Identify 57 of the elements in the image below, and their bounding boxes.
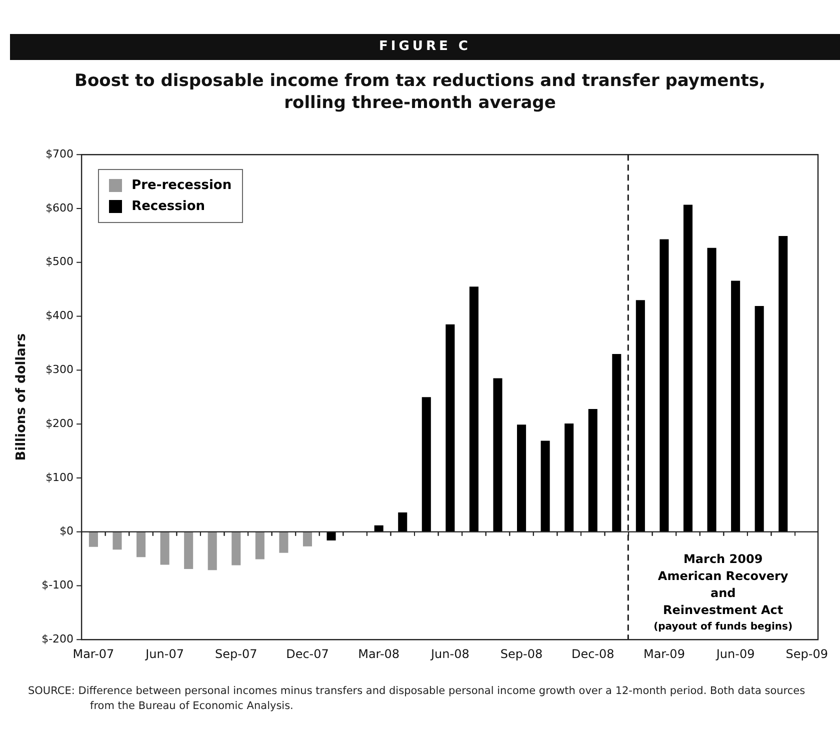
bar [636,300,645,532]
x-tick-label: Dec-07 [286,646,329,661]
bar [136,532,146,558]
y-tick-label: $700 [46,147,74,160]
bar [422,397,431,532]
bar [612,354,622,532]
bar [160,532,170,565]
x-tick-label: Mar-07 [72,646,114,661]
bar [302,532,312,546]
y-tick-label: $0 [60,524,74,538]
x-tick-label: Dec-08 [571,646,614,661]
y-tick-label: $600 [46,201,74,214]
ref-line-label: March 2009 American Recovery and Reinvestment Act [658,552,788,617]
bar [683,204,693,532]
bar [398,512,408,532]
bar [326,532,336,540]
bar [707,248,716,532]
bar [446,324,455,532]
x-tick-label: Jun-07 [144,646,184,661]
bar [184,532,194,570]
y-tick-label: $-200 [42,632,74,646]
bar [493,378,502,532]
bar [279,532,288,553]
source-note: SOURCE: Difference between personal incomes minus transfers and disposable personal income growth over a 12-month period. Both data sources from the Bureau of Economic Analysis. [28,684,806,714]
bar [469,286,478,532]
x-tick-label: Sep-07 [215,646,258,661]
y-tick-label: $500 [46,255,74,268]
bar [731,280,740,532]
bar [255,532,264,560]
legend-label: Pre-recession [132,178,232,193]
x-tick-label: Sep-08 [500,646,543,661]
text: FIGURE C [10,34,840,60]
bar [208,532,217,570]
chart-title: Boost to disposable income from tax reductions and transfer payments, rolling three-month average [74,70,766,114]
y-axis-title: Billions of dollars [14,333,30,461]
legend-label: Recession [132,198,206,214]
y-tick-label: $-100 [42,578,74,592]
y-tick-label: $400 [46,309,74,322]
y-tick-label: $300 [46,363,74,376]
bar [540,440,550,532]
bar [588,408,598,532]
x-tick-label: Jun-09 [715,646,755,661]
bar [778,236,788,532]
y-tick-label: $100 [46,470,74,484]
x-tick-label: Jun-08 [430,646,470,661]
x-tick-label: Mar-09 [643,646,685,661]
y-tick-label: $200 [46,416,74,430]
bar [88,532,98,547]
bar [754,306,764,532]
annotation: (payout of funds begins) [654,621,793,632]
x-tick-label: Mar-08 [358,646,400,661]
bar [564,424,574,532]
bar [660,239,669,532]
x-tick-label: Sep-09 [786,646,828,661]
bar [232,532,241,566]
bar [517,424,526,532]
bar [112,532,122,550]
